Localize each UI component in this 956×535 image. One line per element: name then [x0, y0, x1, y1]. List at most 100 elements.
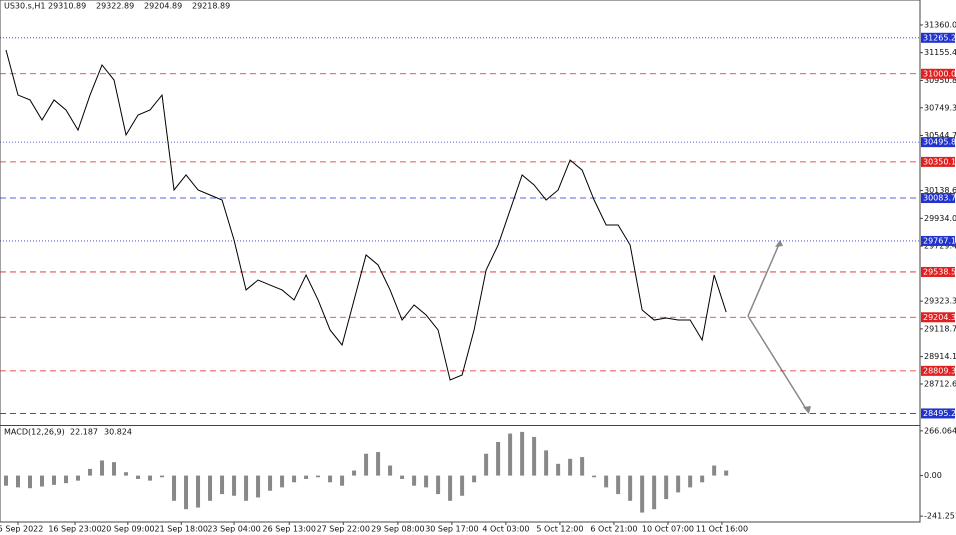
macd-bar — [376, 452, 381, 476]
level-box — [921, 312, 955, 323]
macd-bar — [412, 475, 417, 486]
y-tick-label: -241.251 — [924, 512, 956, 521]
macd-bar — [280, 475, 285, 488]
macd-bar — [556, 463, 561, 476]
macd-bar — [136, 475, 141, 479]
y-tick-label: 29934.00 — [924, 214, 956, 223]
x-tick-label: 11 Oct 16:00 — [696, 525, 748, 534]
macd-bar — [208, 475, 213, 501]
level-box — [921, 32, 955, 43]
x-tick-label: 5 Oct 12:00 — [536, 525, 583, 534]
level-label: 30083.70 — [923, 194, 956, 203]
macd-bar — [268, 475, 273, 491]
down-arrowhead — [803, 406, 811, 414]
level-label: 29767.17 — [923, 236, 956, 245]
macd-bar — [76, 475, 81, 481]
macd-bar — [400, 475, 405, 479]
x-tick-label: 20 Sep 09:00 — [101, 525, 154, 534]
level-box — [921, 408, 955, 419]
ohlc-value: 29322.89 — [96, 2, 134, 11]
x-tick-label: 15 Sep 2022 — [0, 525, 43, 534]
macd-bar — [232, 475, 237, 496]
macd-bar — [628, 475, 633, 501]
level-box — [921, 365, 955, 376]
macd-bar — [472, 475, 477, 483]
level-label: 28809.33 — [923, 366, 956, 375]
level-label: 29204.37 — [923, 313, 956, 322]
plot-frame — [0, 0, 921, 523]
down-arrow — [747, 315, 809, 413]
x-tick-label: 26 Sep 13:00 — [263, 525, 316, 534]
macd-value: 30.824 — [104, 428, 132, 437]
y-tick-label: 30749.35 — [924, 103, 956, 112]
level-label: 29538.54 — [923, 267, 956, 276]
macd-bar — [352, 470, 357, 476]
ohlc-value: 29204.89 — [144, 2, 182, 11]
y-tick-label: 30950.80 — [924, 76, 956, 85]
y-tick-label: 28914.10 — [924, 352, 956, 361]
macd-bar — [640, 475, 645, 513]
macd-bar — [160, 475, 165, 478]
symbol: US30.s,H1 — [4, 2, 45, 11]
macd-bar — [148, 475, 153, 481]
macd-bar — [220, 475, 225, 495]
macd-title: MACD(12,26,9) — [4, 428, 65, 437]
macd-bar — [328, 475, 333, 483]
macd-bar — [88, 468, 93, 476]
macd-bar — [436, 475, 441, 495]
y-tick-label: 29323.30 — [924, 297, 956, 306]
macd-bar — [616, 475, 621, 495]
level-label: 30495.88 — [923, 138, 956, 147]
macd-bar — [172, 475, 177, 501]
macd-bar — [604, 475, 609, 488]
y-tick-label: 28712.60 — [924, 379, 956, 388]
macd-bar — [112, 462, 117, 476]
macd-bar — [460, 475, 465, 496]
macd-bar — [256, 475, 261, 498]
y-tick-label: 29118.70 — [924, 324, 956, 333]
y-tick-label: 266.064 — [924, 426, 956, 435]
x-tick-label: 16 Sep 23:00 — [48, 525, 101, 534]
x-tick-label: 21 Sep 18:00 — [155, 525, 208, 534]
x-tick-label: 4 Oct 03:00 — [482, 525, 529, 534]
level-box — [921, 68, 955, 79]
macd-bar — [580, 457, 585, 476]
macd-bar — [4, 475, 9, 486]
up-arrow — [747, 241, 781, 317]
ohlc-value: 29310.89 — [48, 2, 86, 11]
y-tick-label: 30138.60 — [924, 186, 956, 195]
macd-bar — [184, 475, 189, 510]
macd-bar — [496, 441, 501, 476]
macd-bar — [664, 475, 669, 500]
x-tick-label: 27 Sep 22:00 — [317, 525, 370, 534]
level-label: 30350.18 — [923, 157, 956, 166]
y-tick-label: 30544.70 — [924, 131, 956, 140]
macd-bar — [196, 475, 201, 508]
macd-value: 22.187 — [70, 428, 98, 437]
macd-bar — [568, 458, 573, 476]
macd-bar — [100, 460, 105, 476]
macd-bar — [304, 475, 309, 479]
y-tick-label: 31155.40 — [924, 48, 956, 57]
level-box — [921, 235, 955, 246]
up-arrowhead — [775, 240, 783, 247]
level-box — [921, 266, 955, 277]
x-tick-label: 30 Sep 17:00 — [425, 525, 478, 534]
macd-bar — [316, 475, 321, 478]
macd-bar — [688, 475, 693, 488]
macd-bar — [244, 475, 249, 501]
macd-bar — [712, 465, 717, 476]
level-label: 31265.24 — [923, 33, 956, 42]
macd-bar — [448, 475, 453, 501]
macd-bar — [652, 475, 657, 510]
level-label: 31000.00 — [923, 69, 956, 78]
macd-bar — [508, 433, 513, 476]
macd-bar — [124, 472, 129, 476]
macd-bar — [676, 475, 681, 493]
macd-bar — [16, 475, 21, 488]
y-tick-label: 0.00 — [924, 471, 942, 480]
macd-bar — [40, 475, 45, 487]
level-label: 28495.23 — [923, 409, 956, 418]
x-tick-label: 29 Sep 08:00 — [371, 525, 424, 534]
